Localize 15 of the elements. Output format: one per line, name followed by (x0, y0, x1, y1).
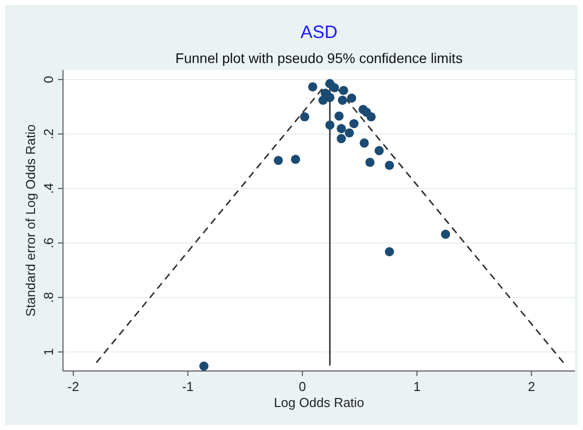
y-tick-label: .2 (41, 128, 56, 140)
y-tick-label: .4 (41, 183, 56, 194)
x-tick-label: -1 (182, 379, 194, 394)
x-axis-title: Log Odds Ratio (274, 395, 364, 410)
y-tick-label: 1 (41, 348, 56, 356)
y-tick-label: .6 (41, 238, 56, 248)
y-tick-label: .8 (41, 292, 56, 303)
y-axis-title: Standard error of Log Odds Ratio (23, 124, 38, 317)
chart-title: ASD (300, 22, 338, 42)
y-tick-label: 0 (41, 76, 56, 84)
x-tick-label: -2 (68, 379, 80, 394)
x-tick-label: 1 (413, 379, 421, 394)
x-tick-label: 0 (298, 379, 306, 394)
x-tick-label: 2 (528, 379, 536, 394)
chart-subtitle: Funnel plot with pseudo 95% confidence limits (175, 50, 463, 66)
